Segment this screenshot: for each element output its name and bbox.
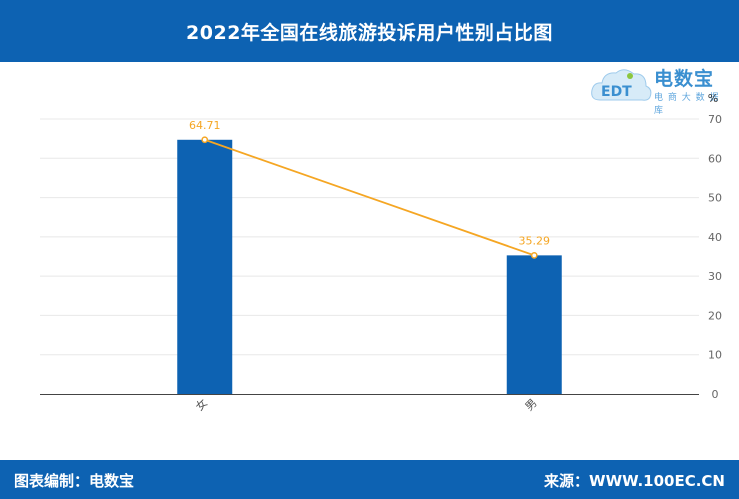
- bars: [177, 139, 562, 394]
- footer-source: 来源：WWW.100EC.CN: [544, 472, 725, 490]
- x-tick-label: 男: [523, 396, 540, 413]
- bar: [506, 255, 562, 394]
- grid-lines: 0 10 20 30 40 50 60 70%: [40, 92, 722, 401]
- brand-logo: EDT 电数宝 电 商 大 数 据 库: [590, 62, 730, 116]
- bar: [177, 139, 233, 394]
- logo-subtitle: 电 商 大 数 据 库: [654, 93, 720, 116]
- cloud-logo-icon: EDT: [591, 69, 652, 101]
- gender-share-chart: 0 10 20 30 40 50 60 70% 女 男 64.71 35.29: [40, 92, 722, 414]
- y-tick-label: 0: [712, 388, 719, 401]
- data-label: 64.71: [189, 119, 221, 132]
- y-tick-label: 20: [708, 309, 722, 322]
- logo-name: 电数宝: [654, 68, 715, 90]
- line-series: [201, 136, 538, 259]
- labels: 女 男 64.71 35.29: [189, 119, 550, 414]
- logo-mark: EDT: [601, 84, 632, 100]
- line-point: [530, 252, 538, 259]
- line-point: [201, 136, 209, 144]
- y-tick-label: 40: [708, 231, 722, 244]
- data-label: 35.29: [519, 234, 551, 247]
- y-tick-label: 70: [708, 113, 722, 126]
- y-tick-label: 60: [708, 152, 722, 165]
- chart-header: 2022年全国在线旅游投诉用户性别占比图: [0, 0, 739, 62]
- y-axis-unit: %: [708, 92, 718, 105]
- y-tick-label: 10: [708, 349, 722, 362]
- chart-footer: 图表编制：电数宝 来源：WWW.100EC.CN: [0, 460, 739, 499]
- chart-title: 2022年全国在线旅游投诉用户性别占比图: [186, 21, 553, 44]
- y-tick-label: 30: [708, 270, 722, 283]
- footer-credit: 图表编制：电数宝: [14, 472, 135, 490]
- x-tick-label: 女: [192, 396, 210, 414]
- y-tick-label: 50: [708, 192, 722, 205]
- series-line: [204, 138, 535, 257]
